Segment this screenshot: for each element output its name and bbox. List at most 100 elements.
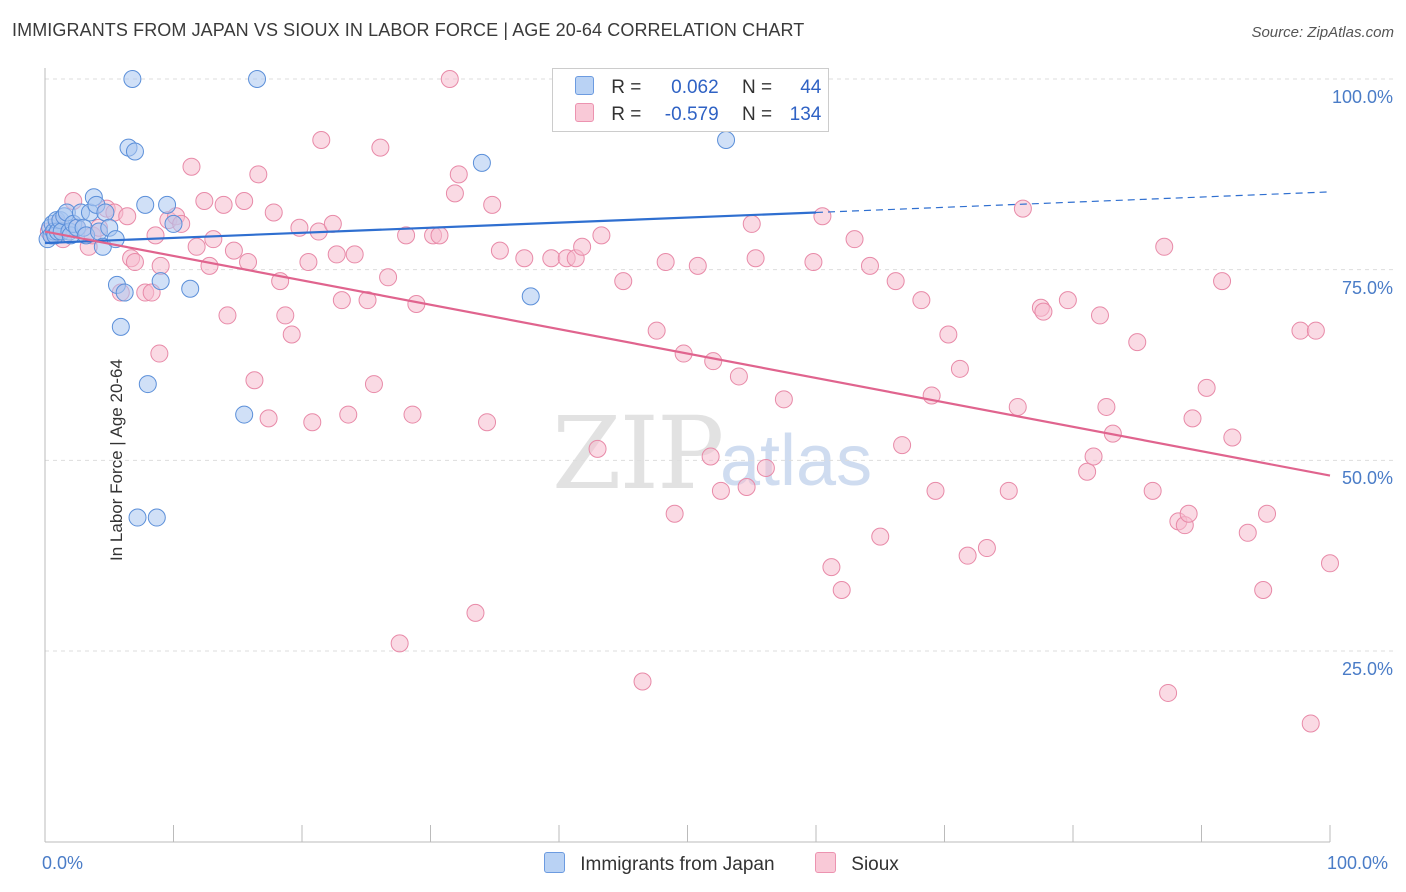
sioux-point-76	[647, 321, 666, 340]
sioux-point-51	[364, 375, 383, 394]
sioux-point-133	[1306, 321, 1325, 340]
sioux-point-60	[440, 70, 459, 88]
japan-point-35	[138, 375, 157, 394]
sioux-point-54	[390, 634, 409, 653]
sioux-point-68	[542, 249, 561, 268]
japan-trend-extension	[815, 191, 1331, 214]
japan-point-28	[111, 317, 130, 336]
sioux-point-74	[614, 272, 633, 291]
sioux-point-27	[204, 230, 223, 249]
japan-point-41	[235, 405, 254, 424]
sioux-point-104	[958, 546, 977, 565]
sioux-point-23	[182, 157, 201, 176]
sioux-point-113	[1084, 447, 1103, 466]
sioux-point-62	[449, 165, 468, 184]
trend-lines	[44, 191, 1331, 477]
japan-point-36	[147, 508, 166, 527]
sioux-point-131	[1291, 321, 1310, 340]
sioux-point-55	[397, 226, 416, 245]
sioux-point-49	[345, 245, 364, 264]
sioux-point-112	[1078, 462, 1097, 481]
sioux-point-87	[746, 249, 765, 268]
legend-row-sioux: R = -0.579 N = 134	[575, 103, 821, 126]
sioux-point-106	[999, 481, 1018, 500]
sioux-point-127	[1223, 428, 1242, 447]
sioux-point-95	[860, 256, 879, 275]
japan-n-value: 44	[800, 77, 822, 98]
sioux-point-125	[1197, 378, 1216, 397]
sioux-point-80	[688, 256, 707, 275]
sioux-point-128	[1238, 523, 1257, 542]
sioux-n-label: N =	[741, 104, 773, 125]
sioux-point-117	[1128, 333, 1147, 352]
sioux-point-123	[1179, 504, 1198, 523]
sioux-point-105	[977, 539, 996, 558]
watermark-zip: ZIP	[552, 395, 724, 512]
sioux-point-67	[515, 249, 534, 268]
sioux-point-26	[200, 256, 219, 275]
sioux-point-102	[939, 325, 958, 344]
y-tick-label-75: 75.0%	[1341, 278, 1393, 298]
sioux-point-98	[893, 436, 912, 455]
japan-point-44	[521, 287, 540, 306]
x-tick-label-100: 100.0%	[1327, 853, 1389, 873]
japan-point-32	[125, 142, 144, 161]
bottom-legend-sioux: Sioux	[815, 852, 899, 876]
japan-point-40	[181, 279, 200, 298]
sioux-point-132	[1301, 714, 1320, 733]
sioux-r-value: -0.579	[664, 104, 719, 125]
sioux-point-47	[332, 291, 351, 310]
sioux-point-86	[742, 214, 761, 233]
sioux-point-30	[224, 241, 243, 260]
axes	[44, 68, 1331, 843]
sioux-point-85	[737, 478, 756, 497]
sioux-point-92	[822, 558, 841, 577]
sioux-point-18	[150, 344, 169, 363]
sioux-point-88	[756, 458, 775, 477]
sioux-point-45	[323, 214, 342, 233]
japan-point-37	[151, 272, 170, 291]
sioux-point-126	[1213, 272, 1232, 291]
sioux-point-19	[151, 256, 170, 275]
sioux-point-110	[1034, 302, 1053, 321]
sioux-point-73	[592, 226, 611, 245]
sioux-point-42	[303, 413, 322, 432]
sioux-point-97	[886, 272, 905, 291]
bottom-legend-japan: Immigrants from Japan	[544, 852, 775, 876]
sioux-point-39	[282, 325, 301, 344]
sioux-point-78	[665, 504, 684, 523]
sioux-point-82	[704, 352, 723, 371]
japan-point-29	[115, 283, 134, 302]
sioux-point-129	[1254, 580, 1273, 599]
sioux-r-label: R =	[611, 104, 642, 125]
japan-r-label: R =	[611, 77, 642, 98]
sioux-point-48	[339, 405, 358, 424]
sioux-point-93	[832, 580, 851, 599]
chart-title: IMMIGRANTS FROM JAPAN VS SIOUX IN LABOR …	[12, 20, 805, 40]
sioux-point-63	[466, 603, 485, 622]
japan-point-43	[472, 153, 491, 172]
sioux-point-34	[249, 165, 268, 184]
sioux-point-111	[1058, 291, 1077, 310]
sioux-point-130	[1258, 504, 1277, 523]
sioux-point-134	[1321, 554, 1339, 573]
sioux-point-120	[1159, 683, 1178, 702]
sioux-point-12	[118, 207, 137, 226]
legend-row-japan: R = 0.062 N = 44	[575, 76, 821, 99]
japan-point-33	[128, 508, 147, 527]
sioux-point-119	[1155, 237, 1174, 256]
sioux-point-46	[327, 245, 346, 264]
sioux-point-64	[478, 413, 497, 432]
sioux-point-59	[430, 226, 449, 245]
sioux-point-25	[195, 192, 214, 211]
sioux-point-114	[1090, 306, 1109, 325]
y-tick-label-50: 50.0%	[1341, 468, 1393, 488]
sioux-point-101	[926, 481, 945, 500]
japan-point-24	[96, 203, 115, 222]
sioux-point-91	[813, 207, 832, 226]
sioux-point-17	[146, 226, 165, 245]
japan-n-label: N =	[741, 77, 773, 98]
sioux-point-75	[633, 672, 652, 691]
sioux-point-118	[1143, 481, 1162, 500]
